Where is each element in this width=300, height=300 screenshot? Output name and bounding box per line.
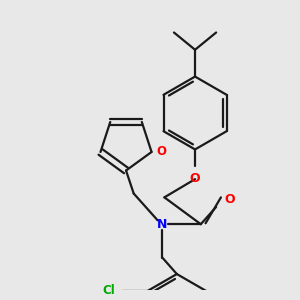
Text: O: O [190, 172, 200, 185]
Text: Cl: Cl [102, 284, 115, 297]
Text: O: O [225, 193, 236, 206]
Text: N: N [157, 218, 168, 231]
Text: O: O [156, 146, 167, 158]
